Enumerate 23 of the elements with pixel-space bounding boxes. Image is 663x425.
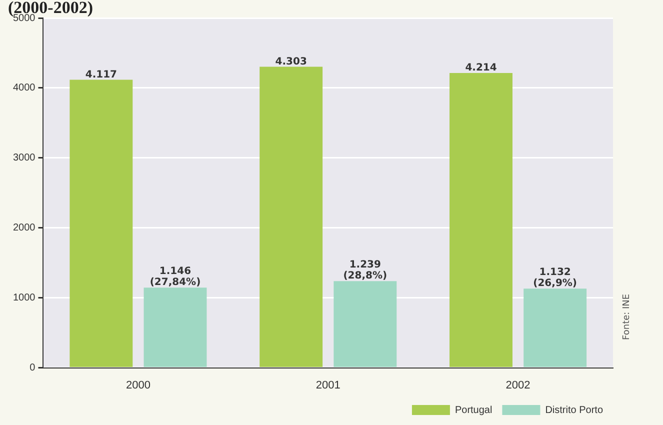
bar xyxy=(450,72,512,368)
bar xyxy=(260,66,323,368)
source-note: Fonte: INE xyxy=(622,294,632,340)
bar xyxy=(334,281,397,368)
data-label: 4.117 xyxy=(85,69,118,80)
y-tick-label: 0 xyxy=(30,362,36,374)
data-label: 1.239 (28,8%) xyxy=(343,260,388,282)
y-tick-label: 4000 xyxy=(12,82,36,94)
x-tick-label: 2000 xyxy=(126,379,150,392)
y-tick-label: 3000 xyxy=(12,152,36,164)
x-tick-label: 2001 xyxy=(316,379,340,392)
legend-label: Distrito Porto xyxy=(545,404,604,416)
x-tick-label: 2002 xyxy=(506,379,530,392)
data-label: 1.132 (26,9%) xyxy=(533,267,577,290)
y-tick-label: 1000 xyxy=(12,292,36,304)
data-label: 4.303 xyxy=(275,56,307,68)
data-label: 1.146 (27,84%) xyxy=(150,266,201,288)
bar xyxy=(524,288,587,368)
legend-label: Portugal xyxy=(454,404,492,416)
bar xyxy=(70,80,133,368)
data-label: 4.214 xyxy=(465,62,497,74)
bar xyxy=(144,288,207,368)
y-tick-label: 2000 xyxy=(12,222,36,234)
